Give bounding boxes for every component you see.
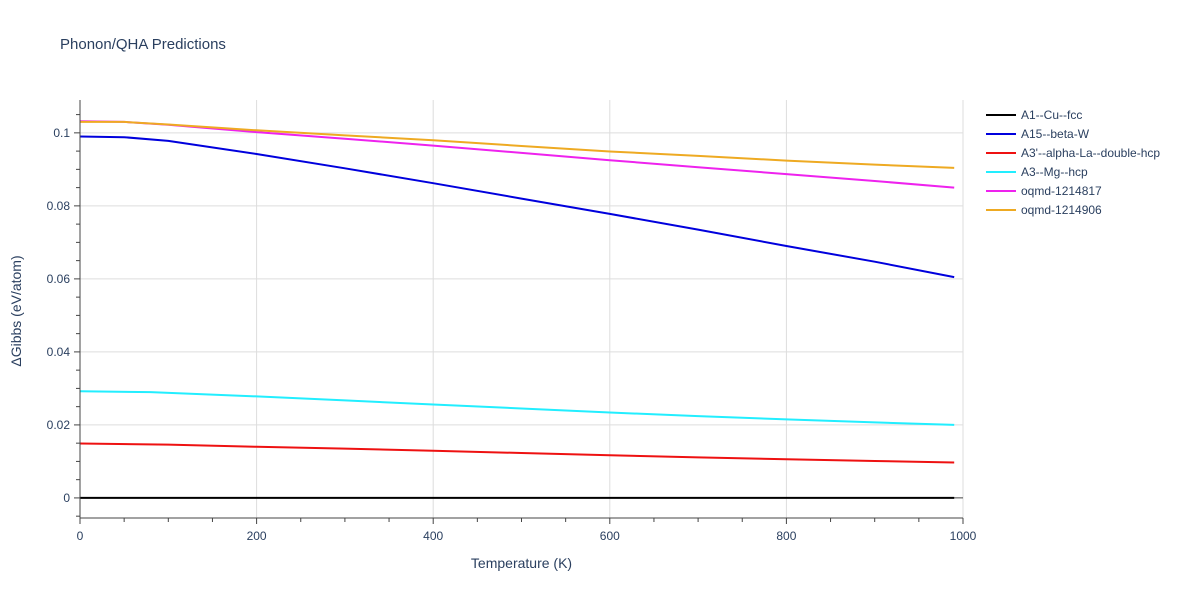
legend-label: A15--beta-W	[1021, 127, 1090, 141]
series-lines	[79, 120, 955, 499]
legend-label: oqmd-1214817	[1021, 184, 1102, 198]
series-line-a15-beta-w	[79, 135, 955, 279]
legend-label: A3--Mg--hcp	[1021, 165, 1088, 179]
legend-label: A1--Cu--fcc	[1021, 108, 1082, 122]
x-tick-label: 800	[776, 529, 796, 543]
series-line-oqmd-1214817	[79, 120, 955, 189]
y-tick-label: 0.06	[47, 272, 71, 286]
x-tick-label: 400	[423, 529, 443, 543]
legend-item[interactable]: A3'--alpha-La--double-hcp	[986, 146, 1160, 160]
legend-label: oqmd-1214906	[1021, 203, 1102, 217]
series-line-a3-alpha-la-double-hcp	[79, 442, 955, 464]
x-tick-label: 600	[600, 529, 620, 543]
legend-item[interactable]: A1--Cu--fcc	[986, 108, 1082, 122]
y-tick-label: 0	[63, 491, 70, 505]
y-tick-label: 0.02	[47, 418, 71, 432]
legend-label: A3'--alpha-La--double-hcp	[1021, 146, 1160, 160]
y-tick-label: 0.1	[53, 126, 70, 140]
y-tick-label: 0.08	[47, 199, 71, 213]
grid-lines	[80, 100, 964, 518]
tick-labels: 0 200 400 600 800 1000 0 0.02 0.04 0.06 0.08 0.1	[47, 126, 977, 543]
legend-item[interactable]: oqmd-1214817	[986, 184, 1102, 198]
chart-title: Phonon/QHA Predictions	[60, 36, 226, 53]
y-tick-label: 0.04	[47, 345, 71, 359]
series-line-a3-mg-hcp	[79, 390, 955, 426]
legend[interactable]: A1--Cu--fcc A15--beta-W A3'--alpha-La--dou…	[986, 108, 1160, 217]
y-axis-title: ΔGibbs (eV/atom)	[8, 255, 24, 366]
legend-item[interactable]: oqmd-1214906	[986, 203, 1102, 217]
x-tick-label: 0	[77, 529, 84, 543]
x-axis-title: Temperature (K)	[471, 555, 572, 571]
x-tick-label: 200	[247, 529, 267, 543]
axes	[74, 100, 964, 524]
legend-item[interactable]: A15--beta-W	[986, 127, 1090, 141]
legend-item[interactable]: A3--Mg--hcp	[986, 165, 1088, 179]
x-tick-label: 1000	[950, 529, 977, 543]
series-line-oqmd-1214906	[80, 120, 955, 169]
